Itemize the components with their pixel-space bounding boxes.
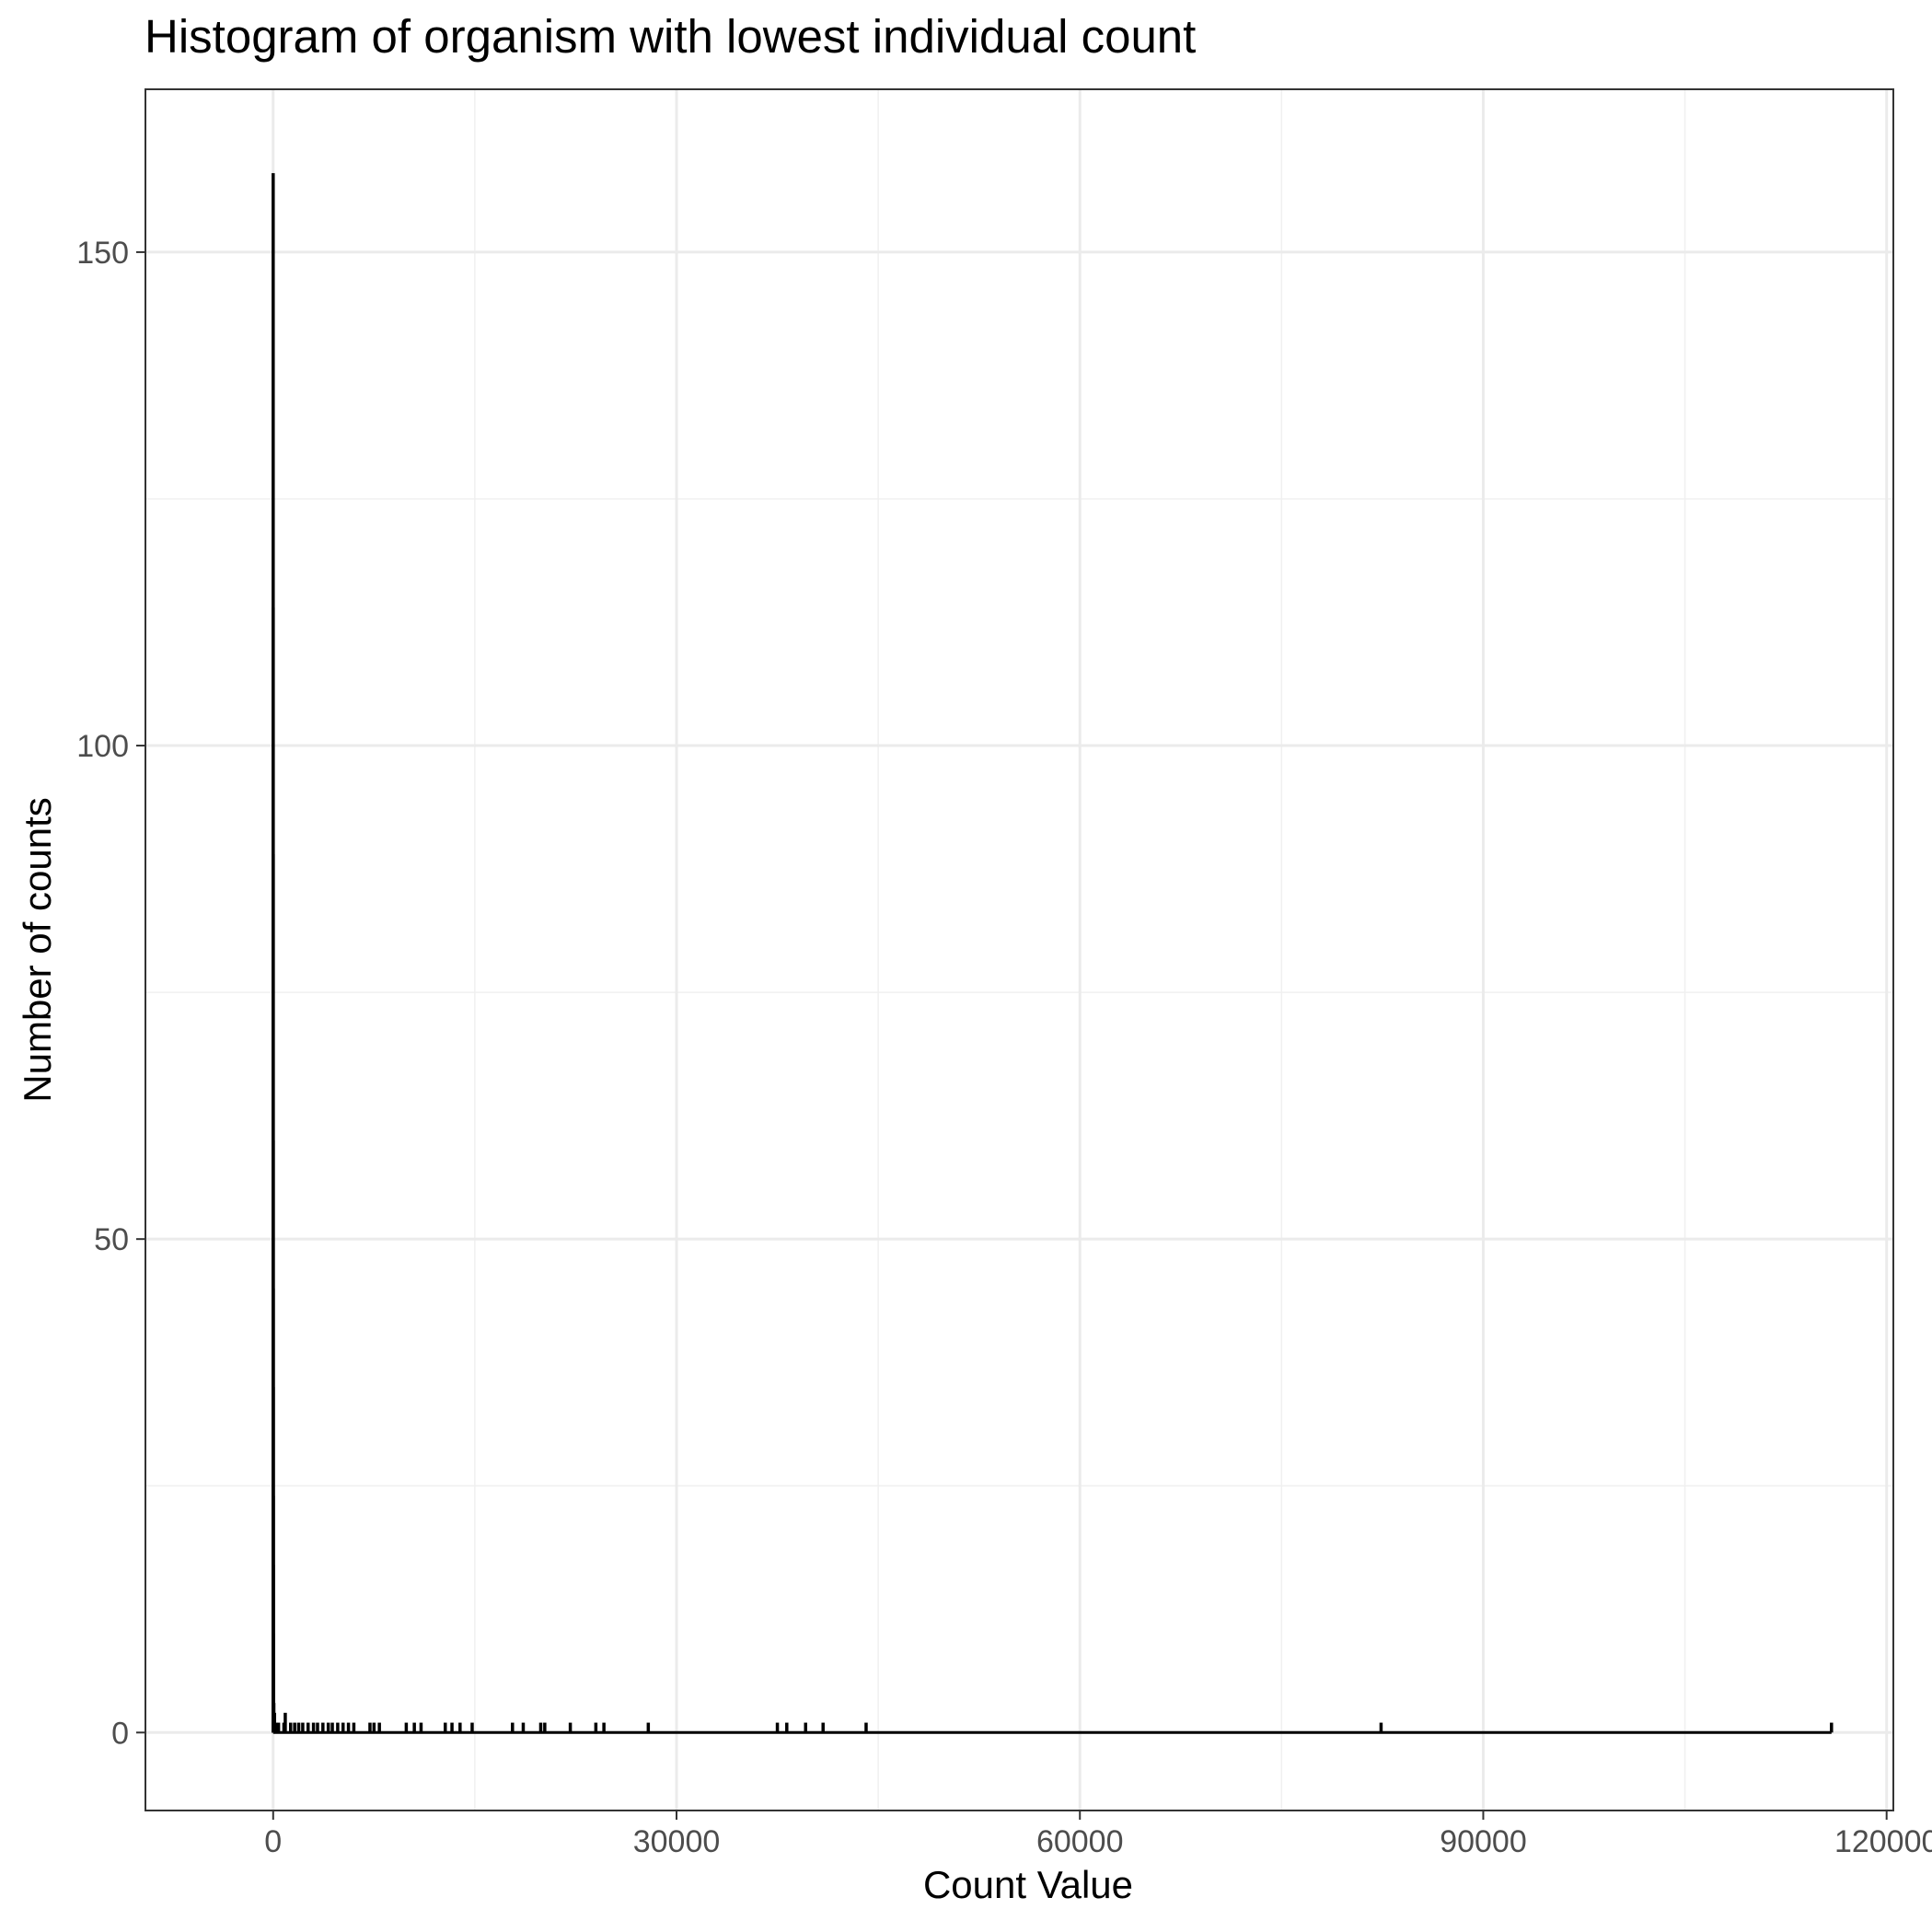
grid-lines	[145, 89, 1893, 1811]
histogram-bars	[272, 173, 1834, 1734]
y-tick-label: 150	[76, 236, 129, 271]
x-tick-label: 120000	[1834, 1824, 1932, 1859]
panel-border	[145, 88, 1894, 1811]
chart-title: Histogram of organism with lowest indivi…	[145, 10, 1197, 63]
x-tick-label: 90000	[1440, 1824, 1527, 1859]
axes: 0 30000 60000 90000 120000 0 50 100 150	[76, 236, 1932, 1859]
x-tick-label: 60000	[1036, 1824, 1124, 1859]
y-tick-label: 100	[76, 729, 129, 764]
x-tick-label: 30000	[633, 1824, 721, 1859]
y-tick-label: 50	[94, 1222, 129, 1257]
y-axis-title: Number of counts	[16, 797, 59, 1103]
x-tick-label: 0	[264, 1824, 282, 1859]
y-tick-label: 0	[111, 1716, 129, 1751]
x-axis-title: Count Value	[923, 1863, 1133, 1906]
